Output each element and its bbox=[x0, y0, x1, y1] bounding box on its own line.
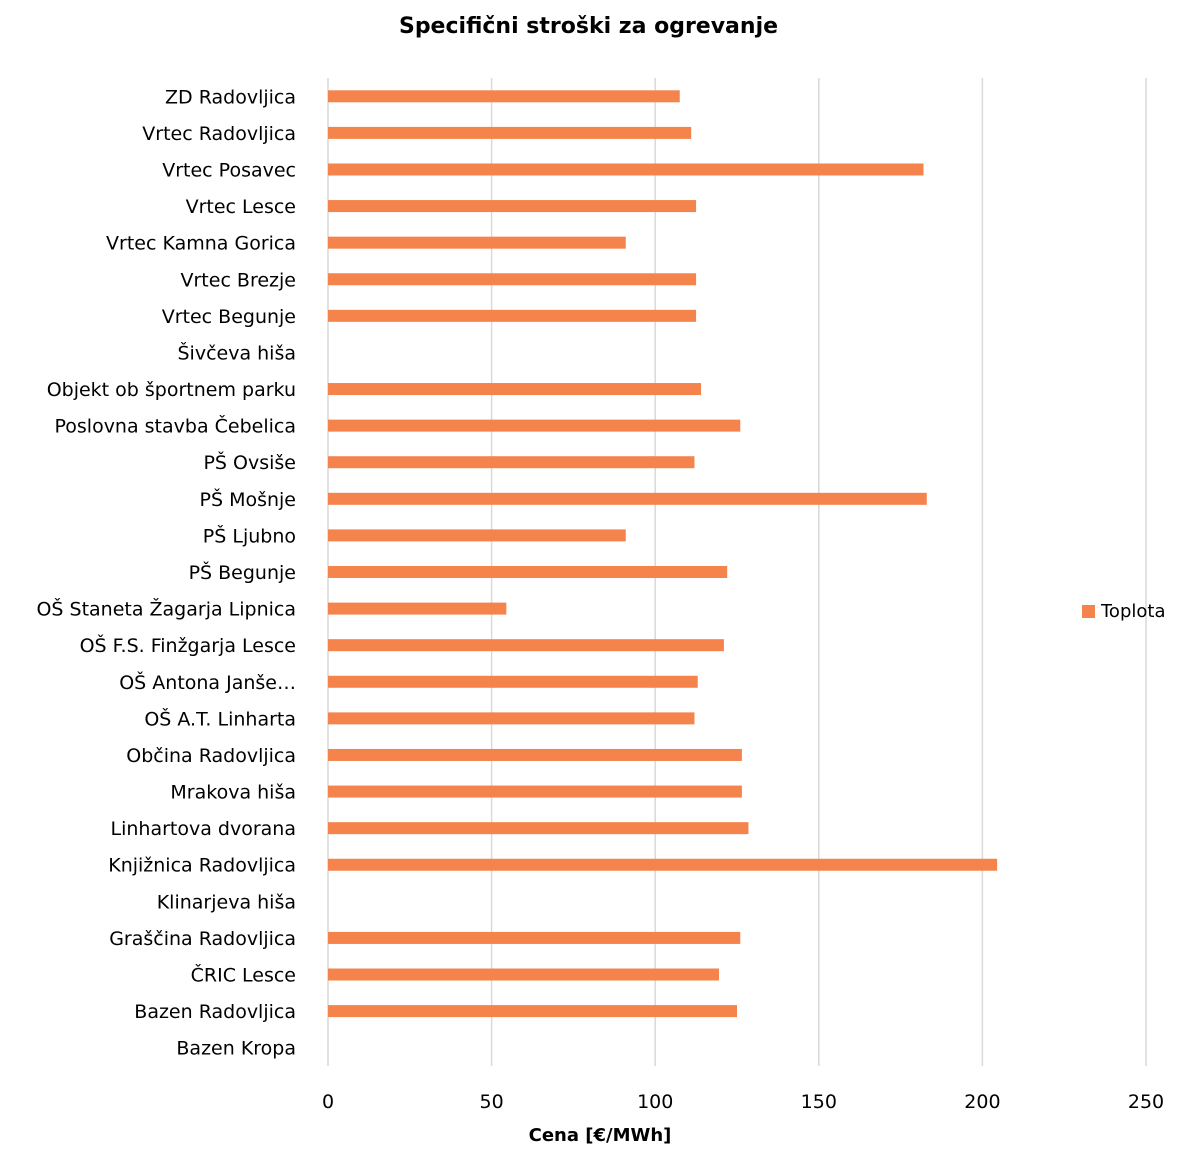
bar bbox=[328, 748, 742, 761]
y-category-label: Vrtec Kamna Gorica bbox=[106, 233, 296, 255]
chart-title: Specifični stroški za ogrevanje bbox=[398, 14, 779, 39]
bar bbox=[328, 785, 742, 798]
y-category-label: Šivčeva hiša bbox=[177, 340, 296, 364]
y-category-label: Vrtec Begunje bbox=[162, 306, 296, 328]
y-category-label: OŠ Staneta Žagarja Lipnica bbox=[36, 597, 296, 621]
bar bbox=[328, 858, 998, 871]
legend-label: Toplota bbox=[1101, 601, 1166, 622]
bar bbox=[328, 383, 702, 396]
bar bbox=[328, 602, 507, 615]
y-category-label: Graščina Radovljica bbox=[109, 928, 296, 950]
y-category-label: Knjižnica Radovljica bbox=[108, 855, 296, 877]
x-tick-label: 150 bbox=[801, 1091, 837, 1113]
bar bbox=[328, 236, 626, 249]
y-category-label: Vrtec Posavec bbox=[162, 159, 296, 181]
y-category-label: PŠ Ljubno bbox=[203, 523, 296, 547]
x-tick-label: 100 bbox=[637, 1091, 673, 1113]
bar bbox=[328, 566, 728, 578]
x-tick-label: 0 bbox=[322, 1091, 334, 1113]
bar bbox=[328, 639, 724, 652]
y-category-label: Linhartova dvorana bbox=[111, 818, 296, 840]
y-category-label: Vrtec Radovljica bbox=[142, 123, 296, 145]
bar bbox=[328, 822, 749, 835]
y-category-label: Vrtec Brezje bbox=[181, 269, 297, 291]
y-category-label: OŠ F.S. Finžgarja Lesce bbox=[80, 633, 296, 657]
bar bbox=[328, 675, 698, 688]
bar bbox=[328, 419, 741, 432]
bar bbox=[328, 309, 697, 322]
x-tick-label: 250 bbox=[1128, 1091, 1164, 1113]
y-category-label: ČRIC Lesce bbox=[191, 963, 296, 987]
x-tick-label: 200 bbox=[964, 1091, 1000, 1113]
y-category-label: PŠ Ovsiše bbox=[203, 450, 296, 474]
y-category-label: Mrakova hiša bbox=[170, 782, 296, 804]
legend: Toplota bbox=[1082, 601, 1165, 622]
bar bbox=[328, 529, 626, 542]
y-category-label: Poslovna stavba Čebelica bbox=[54, 414, 296, 438]
y-category-label: Vrtec Lesce bbox=[186, 196, 296, 218]
bar bbox=[328, 712, 695, 725]
x-axis-title: Cena [€/MWh] bbox=[528, 1125, 672, 1146]
y-category-label: Objekt ob športnem parku bbox=[47, 379, 296, 401]
bar bbox=[328, 456, 695, 469]
bar bbox=[328, 492, 927, 505]
x-tick-label: 50 bbox=[480, 1091, 504, 1113]
legend-swatch bbox=[1082, 605, 1095, 618]
bar bbox=[328, 200, 697, 213]
bar bbox=[328, 273, 697, 286]
bar bbox=[328, 1005, 737, 1018]
y-category-label: OŠ Antona Janše… bbox=[119, 670, 296, 694]
bar bbox=[328, 931, 741, 944]
y-category-label: OŠ A.T. Linharta bbox=[144, 706, 296, 730]
y-category-label: Bazen Kropa bbox=[176, 1038, 296, 1060]
y-category-label: PŠ Mošnje bbox=[200, 487, 296, 511]
y-category-label: Bazen Radovljica bbox=[134, 1001, 296, 1023]
bar bbox=[328, 968, 720, 981]
y-category-label: ZD Radovljica bbox=[165, 86, 296, 108]
y-category-label: Klinarjeva hiša bbox=[157, 891, 296, 913]
y-category-label: Občina Radovljica bbox=[126, 745, 296, 767]
bar bbox=[328, 90, 680, 103]
bar bbox=[328, 126, 692, 139]
y-category-label: PŠ Begunje bbox=[189, 560, 296, 584]
bar bbox=[328, 163, 924, 176]
